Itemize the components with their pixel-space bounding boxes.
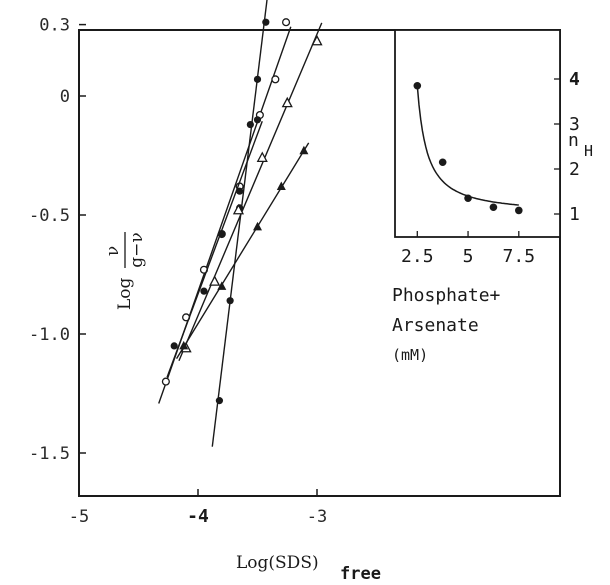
y-tick-label: -0.5: [29, 206, 70, 226]
data-point: [236, 187, 244, 195]
inset-y-tick-label: 3: [569, 114, 580, 135]
series-fit-line: [178, 22, 323, 362]
data-point: [209, 275, 221, 286]
data-point: [262, 18, 270, 26]
data-point: [311, 34, 323, 46]
inset-y-axis-label-subscript: H: [584, 142, 593, 160]
data-point: [179, 340, 189, 350]
data-point: [161, 377, 170, 386]
y-axis-label-prefix: Log: [115, 277, 135, 310]
x-axis-label-subscript: free: [340, 564, 381, 584]
inset-y-tick-label: 2: [569, 159, 580, 180]
data-point: [170, 342, 178, 350]
inset-points-group: [413, 81, 523, 215]
inset-data-point: [413, 81, 422, 90]
data-point: [218, 230, 226, 238]
y-tick-label: 0.3: [39, 16, 70, 36]
inset-y-axis-label: n: [568, 130, 579, 151]
inset-x-tick-label: 7.5: [503, 246, 536, 267]
data-point: [200, 287, 208, 295]
data-point: [217, 281, 227, 290]
inset-plot-frame: [394, 29, 561, 238]
data-point: [253, 221, 262, 231]
inset-x-axis-label-line2: Arsenate: [392, 315, 479, 336]
y-axis-label-numerator: ν: [103, 246, 123, 256]
inset-data-point: [515, 206, 523, 215]
x-tick-label: -3: [307, 507, 327, 527]
inset-x-axis-label-line3: (mM): [392, 346, 428, 364]
y-axis-label-denominator: g−ν: [127, 232, 147, 267]
main-series-group: [158, 0, 323, 447]
data-point: [215, 397, 224, 405]
data-point: [253, 116, 262, 124]
y-tick-label: -1.0: [29, 325, 70, 345]
series-fit-line: [211, 0, 268, 447]
data-point: [271, 75, 280, 84]
inset-x-tick-label: 2.5: [401, 246, 434, 267]
data-point: [256, 151, 268, 163]
inset-data-point: [438, 158, 447, 167]
data-point: [299, 145, 309, 155]
data-point: [246, 120, 254, 129]
inset-y-tick-label: 4: [569, 69, 580, 90]
data-point: [282, 18, 291, 27]
x-axis-label: Log(SDS): [236, 553, 319, 573]
data-point: [281, 96, 293, 108]
y-tick-label: -1.5: [29, 444, 70, 464]
inset-axis-ticks: 1 2 3 4 2.5 5 7.5: [401, 69, 580, 267]
data-point: [226, 297, 234, 305]
inset-x-tick-label: 5: [463, 246, 474, 267]
x-tick-label: -5: [69, 507, 89, 527]
main-axis-ticks: 0.3 0 -0.5 -1.0 -1.5 -5 -4 -3: [29, 16, 327, 527]
inset-data-point: [489, 203, 498, 212]
inset-x-axis-label-line1: Phosphate+: [392, 285, 501, 306]
data-point: [276, 181, 286, 190]
main-plot-frame: [78, 29, 561, 497]
inset-data-point: [464, 194, 472, 203]
series-fit-line: [175, 142, 310, 360]
data-point: [253, 75, 262, 83]
series-fit-line: [166, 120, 263, 378]
x-tick-label: -4: [187, 506, 209, 527]
data-point: [232, 203, 245, 215]
y-tick-label: 0: [60, 87, 70, 107]
inset-y-tick-label: 1: [569, 204, 580, 225]
y-axis-label: Log ν g−ν: [103, 232, 147, 310]
